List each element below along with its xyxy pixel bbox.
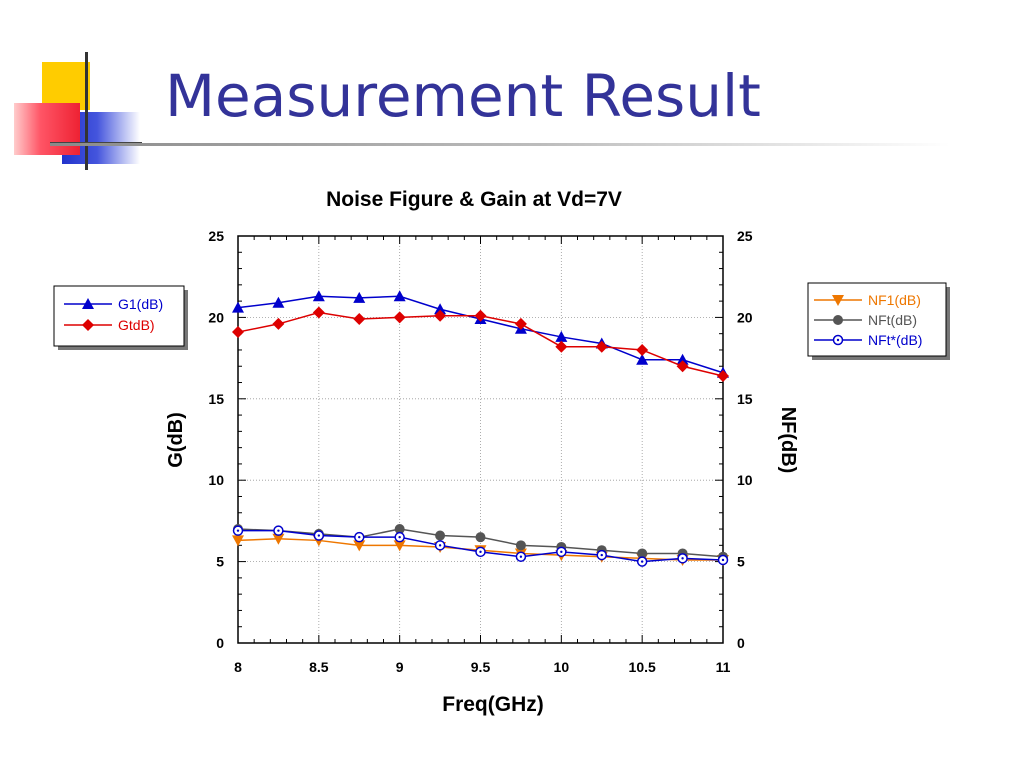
data-point-gtdb: [676, 360, 689, 373]
y-tick-label-right: 15: [737, 391, 753, 407]
data-point-nft-db-center: [721, 558, 725, 562]
data-point-nft-db-center: [277, 529, 280, 532]
data-point-g1-db: [676, 353, 689, 365]
corner-yellow-square: [42, 62, 90, 110]
corner-red-square: [14, 103, 80, 155]
y-tick-label-left: 25: [208, 228, 224, 244]
data-point-nft-db: [515, 540, 526, 551]
y-tick-label-left: 0: [216, 635, 224, 651]
data-point-nft-db-center: [560, 550, 563, 554]
data-point-nft-db: [435, 530, 446, 541]
series-line-g1-db: [237, 295, 724, 374]
legend-label: NFt*(dB): [868, 332, 922, 348]
series-gtdb: [232, 306, 729, 383]
y-tick-label-right: 0: [737, 635, 745, 651]
corner-vertical-line: [85, 52, 88, 170]
data-point-nft-db-center: [438, 544, 442, 547]
data-point-gtdb: [474, 309, 487, 322]
data-point-gtdb: [717, 370, 729, 383]
y-tick-label-left: 20: [208, 309, 224, 325]
legend-label: NFt(dB): [868, 312, 917, 328]
title-underline: [50, 143, 950, 146]
series-nft-db: [232, 525, 729, 567]
data-point-nft-db-center: [681, 557, 684, 560]
x-axis-label: Freq(GHz): [442, 693, 544, 716]
data-point-nft-db-center: [479, 550, 482, 554]
data-point-gtdb: [555, 340, 568, 353]
data-point-gtdb: [636, 343, 649, 356]
data-point-gtdb: [514, 317, 527, 330]
data-point-nft-db: [475, 532, 486, 543]
data-point-gtdb: [312, 306, 325, 319]
data-point-g1-db: [555, 330, 568, 342]
x-tick-label: 9.5: [471, 659, 491, 675]
x-tick-label: 9: [396, 659, 404, 675]
legend-label: NF1(dB): [868, 292, 921, 308]
data-point-g1-db: [312, 290, 325, 302]
y-tick-label-left: 15: [208, 391, 224, 407]
data-point-nf1-db: [353, 540, 366, 552]
data-point-nft-db-center: [600, 553, 603, 557]
y-tick-label-right: 10: [737, 472, 753, 488]
data-point-nft-db-center: [519, 555, 523, 558]
y-tick-label-right: 25: [737, 228, 753, 244]
data-point-nf1-db: [272, 533, 285, 545]
legend-marker: [82, 298, 94, 309]
chart-title: Noise Figure & Gain at Vd=7V: [326, 188, 622, 211]
data-point-nf1-db: [232, 535, 244, 547]
data-point-gtdb: [393, 311, 406, 324]
legend-marker: [82, 319, 94, 331]
data-series: [232, 290, 729, 567]
data-point-g1-db: [272, 296, 285, 308]
data-point-nft-db-center: [317, 534, 321, 537]
data-point-g1-db: [353, 291, 366, 303]
data-point-g1-db: [393, 290, 406, 302]
legend-label: GtdB): [118, 317, 155, 333]
y-tick-label-left: 10: [208, 472, 224, 488]
data-point-nf1-db: [393, 540, 406, 552]
legend-gain: G1(dB) GtdB): [53, 285, 188, 350]
legend-label: G1(dB): [118, 296, 163, 312]
data-point-nft-db: [637, 548, 648, 559]
y-axis-label-right: NF(dB): [777, 407, 799, 474]
data-point-nft-db-center: [398, 535, 401, 539]
data-point-gtdb: [595, 340, 608, 353]
y-axis-label-left: G(dB): [165, 412, 187, 468]
axis-ticks: [237, 235, 724, 644]
data-point-gtdb: [272, 317, 285, 330]
y-tick-label-right: 20: [737, 309, 753, 325]
data-point-nft-db: [394, 524, 405, 535]
x-tick-label: 11: [716, 659, 731, 675]
data-point-gtdb: [434, 309, 447, 322]
data-point-gtdb: [353, 313, 366, 326]
data-point-g1-db: [434, 303, 447, 315]
data-point-nft-db-center: [358, 535, 361, 539]
x-tick-label: 10.5: [629, 659, 656, 675]
y-tick-label-left: 5: [216, 554, 224, 570]
x-tick-label: 8.5: [309, 659, 329, 675]
legend-marker-center: [836, 338, 840, 342]
legend-marker: [832, 295, 844, 306]
grid-lines: [238, 236, 723, 643]
data-point-nft-db-center: [236, 529, 240, 532]
data-point-g1-db: [232, 301, 244, 313]
x-tick-label: 10: [554, 659, 570, 675]
legend-marker: [833, 315, 843, 325]
y-tick-label-right: 5: [737, 554, 745, 570]
x-tick-label: 8: [234, 659, 242, 675]
data-point-nft-db-center: [640, 560, 644, 563]
slide-title: Measurement Result: [165, 62, 761, 130]
data-point-g1-db: [636, 353, 649, 365]
legend-nf: NF1(dB) NFt(dB) NFt*(dB): [807, 282, 950, 360]
tick-labels: 0 0 5 5 10 10 15 15 20 20 25 25 8 8.5 9 9.5 10 10.5 11: [208, 228, 752, 675]
data-point-gtdb: [232, 326, 244, 339]
